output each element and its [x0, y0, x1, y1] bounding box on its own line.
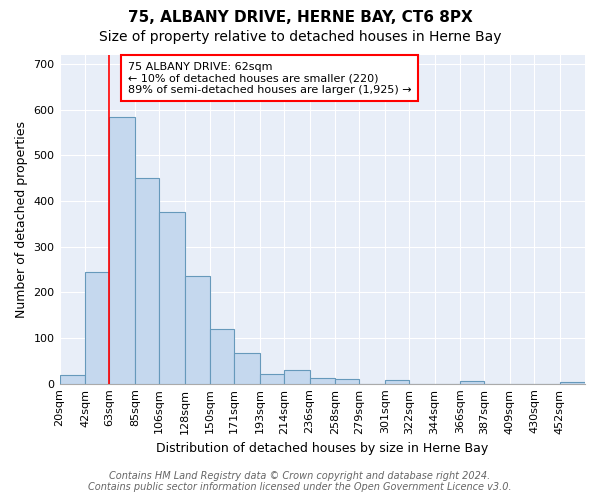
Bar — [235, 352, 260, 384]
Bar — [85, 272, 109, 384]
Bar — [260, 374, 284, 384]
Bar — [284, 370, 310, 384]
Text: Contains HM Land Registry data © Crown copyright and database right 2024.
Contai: Contains HM Land Registry data © Crown c… — [88, 471, 512, 492]
Bar — [109, 116, 135, 384]
Bar — [560, 382, 585, 384]
Text: 75 ALBANY DRIVE: 62sqm
← 10% of detached houses are smaller (220)
89% of semi-de: 75 ALBANY DRIVE: 62sqm ← 10% of detached… — [128, 62, 412, 95]
Bar — [335, 379, 359, 384]
Text: Size of property relative to detached houses in Herne Bay: Size of property relative to detached ho… — [99, 30, 501, 44]
Bar — [185, 276, 210, 384]
Bar — [385, 380, 409, 384]
Bar — [310, 378, 335, 384]
Bar — [460, 382, 484, 384]
X-axis label: Distribution of detached houses by size in Herne Bay: Distribution of detached houses by size … — [156, 442, 488, 455]
Bar — [210, 329, 235, 384]
Bar — [159, 212, 185, 384]
Y-axis label: Number of detached properties: Number of detached properties — [15, 121, 28, 318]
Text: 75, ALBANY DRIVE, HERNE BAY, CT6 8PX: 75, ALBANY DRIVE, HERNE BAY, CT6 8PX — [128, 10, 472, 25]
Bar — [59, 376, 85, 384]
Bar — [135, 178, 159, 384]
